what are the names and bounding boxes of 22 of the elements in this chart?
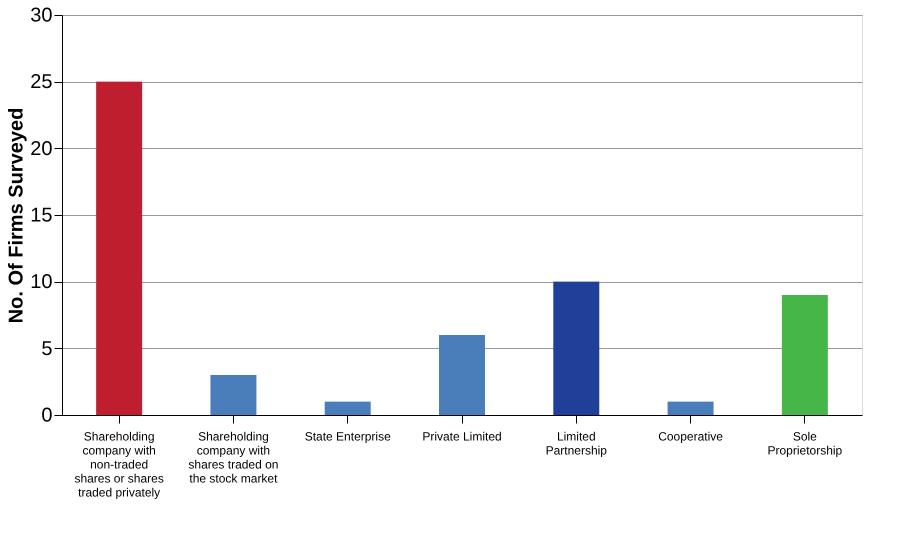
x-tick-label: State Enterprise [304, 430, 392, 444]
x-tick-label: Private Limited [422, 430, 502, 444]
y-axis-title: No. Of Firms Surveyed [5, 108, 28, 324]
x-tick-label: Shareholding company with shares traded on the stock market [188, 430, 278, 486]
x-tick-label: Cooperative [658, 430, 724, 444]
bar [439, 335, 485, 415]
bar [324, 402, 371, 415]
y-tick-label: 25 [30, 71, 52, 94]
bar [210, 375, 256, 415]
y-tick-label: 0 [41, 404, 52, 426]
bar [553, 282, 600, 415]
bar [668, 402, 714, 415]
bar [96, 82, 142, 415]
y-tick-label: 15 [30, 204, 52, 226]
y-tick-label: 5 [41, 338, 52, 360]
bar [782, 295, 828, 415]
x-tick-label: Limited Partnership [546, 430, 608, 458]
x-tick-label: Shareholding company with non-traded shares or shares traded privately [74, 430, 164, 500]
y-tick-label: 10 [30, 271, 52, 294]
y-tick-label: 20 [30, 138, 52, 160]
y-tick-label: 30 [30, 4, 52, 26]
x-tick-label: Sole Proprietorship [768, 430, 843, 458]
